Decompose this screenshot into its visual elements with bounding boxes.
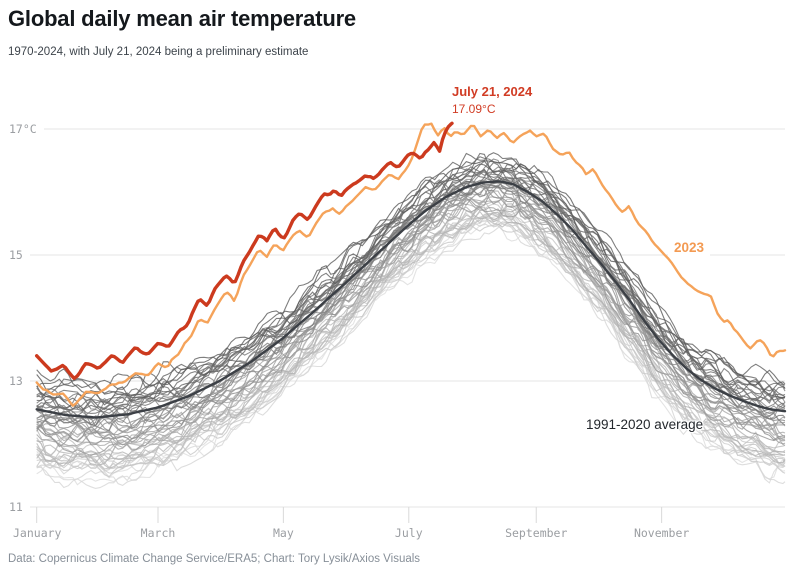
year-line-1997 [36, 181, 786, 436]
line-2024 [35, 121, 454, 381]
y-tick-label: 11 [9, 500, 23, 514]
year-line-2017 [36, 160, 786, 412]
year-line-1979 [36, 212, 786, 470]
year-line-2008 [36, 179, 786, 425]
annotation-2024-value: 17.09°C [452, 101, 496, 116]
average-line [35, 180, 787, 419]
x-tick-label: July [395, 526, 423, 540]
annotation-average: 1991-2020 average [586, 417, 704, 432]
line-2023 [35, 122, 787, 407]
year-line-2018 [36, 156, 786, 398]
x-tick-label: September [505, 526, 567, 540]
year-line-1991 [36, 189, 786, 449]
year-line-1978 [36, 212, 786, 472]
year-line-1977 [36, 221, 786, 478]
source-credit: Data: Copernicus Climate Change Service/… [8, 553, 421, 565]
page-subtitle: 1970-2024, with July 21, 2024 being a pr… [8, 46, 309, 58]
year-line-1987 [36, 203, 786, 466]
year-line-1971 [36, 211, 786, 479]
page-title: Global daily mean air temperature [8, 6, 356, 31]
year-line-2012 [36, 158, 786, 410]
y-tick-label: 17°C [9, 122, 37, 136]
year-line-1988 [36, 200, 786, 464]
year-line-2022 [36, 160, 786, 390]
year-line-1984 [36, 205, 786, 467]
year-line-2020 [36, 152, 786, 397]
x-tick-label: January [13, 526, 62, 540]
x-tick-label: March [141, 526, 176, 540]
annotation-2023: 2023 [668, 240, 711, 256]
x-tick-label: November [634, 526, 689, 540]
y-tick-label: 13 [9, 374, 23, 388]
annotation-2024: July 21, 2024 17.09°C [452, 84, 533, 117]
annotation-2024-date: July 21, 2024 [452, 84, 533, 99]
y-tick-label: 15 [9, 248, 23, 262]
year-line-2015 [36, 163, 786, 417]
year-line-2019 [36, 163, 786, 406]
year-line-1998 [36, 186, 786, 446]
x-tick-label: May [273, 526, 294, 540]
year-line-1999 [36, 184, 786, 443]
